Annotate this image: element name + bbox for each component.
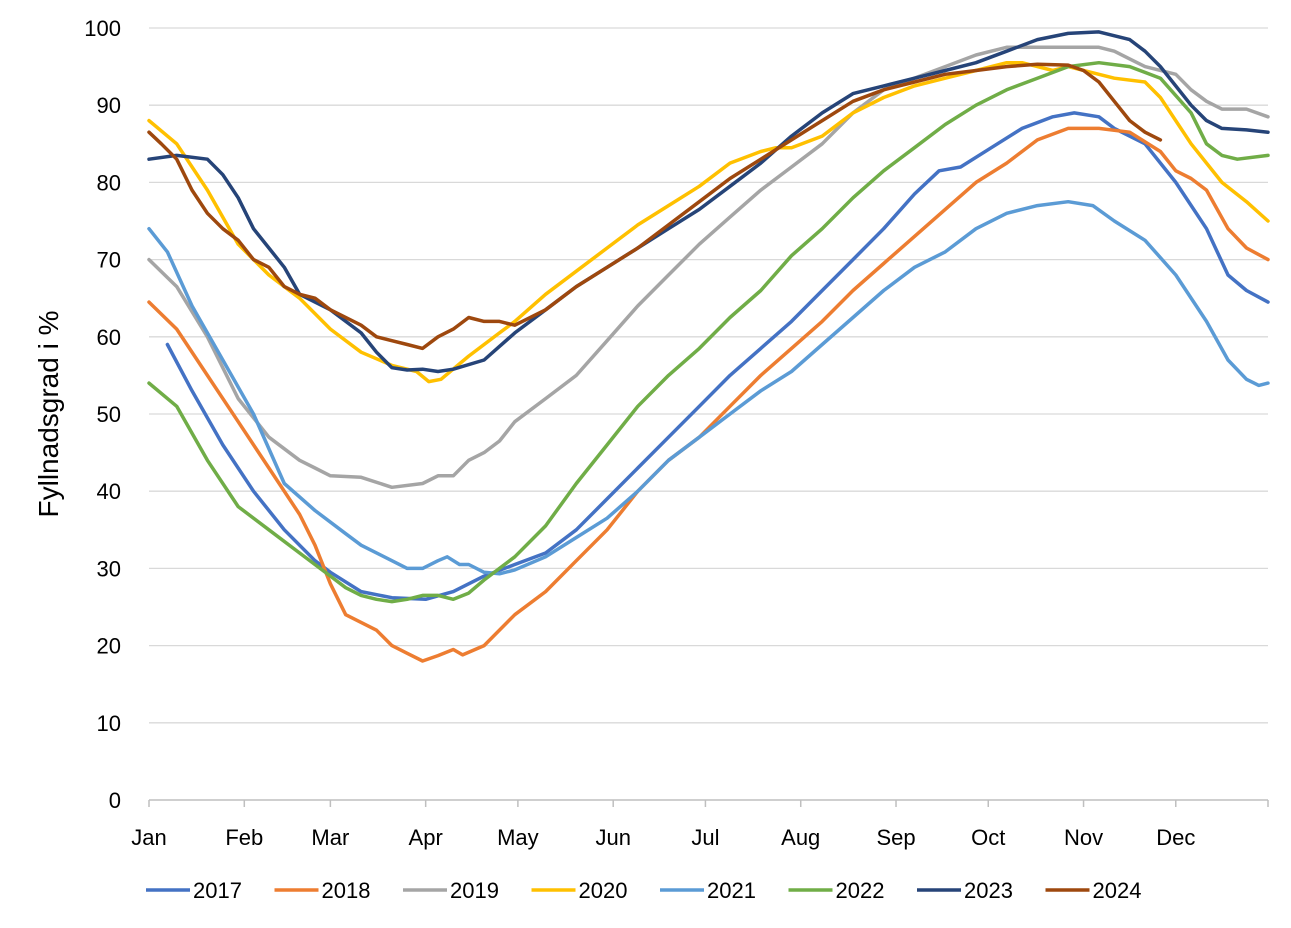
legend: 2017 2018 2019 2020 2021 2022 2023 2024 <box>146 878 1141 903</box>
y-tick-label: 10 <box>97 711 121 736</box>
y-tick-label: 0 <box>109 788 121 813</box>
series-lines <box>147 30 1270 663</box>
y-tick-label: 80 <box>97 170 121 195</box>
legend-label: 2019 <box>450 878 499 903</box>
x-tick-label: Jan <box>131 825 166 850</box>
x-tick-label: Dec <box>1156 825 1195 850</box>
series-line-2017 <box>165 111 1270 602</box>
legend-label: 2022 <box>836 878 885 903</box>
x-tick-label: May <box>497 825 539 850</box>
y-axis-title: Fyllnadsgrad i % <box>33 311 64 518</box>
legend-item-2017: 2017 <box>146 878 242 903</box>
y-tick-label: 30 <box>97 556 121 581</box>
x-tick-label: Oct <box>971 825 1005 850</box>
legend-label: 2017 <box>193 878 242 903</box>
x-tick-label: Jul <box>691 825 719 850</box>
series-line-2019 <box>147 45 1270 490</box>
x-tick-label: Apr <box>409 825 443 850</box>
series-line-2021 <box>147 199 1270 576</box>
legend-item-2021: 2021 <box>660 878 756 903</box>
x-tick-label: Mar <box>311 825 349 850</box>
legend-label: 2024 <box>1093 878 1142 903</box>
legend-label: 2020 <box>579 878 628 903</box>
y-tick-label: 40 <box>97 479 121 504</box>
x-tick-label: Sep <box>876 825 915 850</box>
y-tick-label: 60 <box>97 325 121 350</box>
x-tick-label: Nov <box>1064 825 1103 850</box>
legend-label: 2021 <box>707 878 756 903</box>
series-line-2020 <box>147 60 1270 384</box>
y-tick-label: 70 <box>97 248 121 273</box>
x-tick-label: Aug <box>781 825 820 850</box>
legend-item-2018: 2018 <box>274 878 371 903</box>
legend-label: 2023 <box>964 878 1013 903</box>
x-tick-label: Jun <box>595 825 630 850</box>
gridlines <box>149 27 1268 724</box>
legend-label: 2018 <box>322 878 371 903</box>
legend-item-2023: 2023 <box>917 878 1013 903</box>
x-tick-label: Feb <box>225 825 263 850</box>
y-tick-label: 50 <box>97 402 121 427</box>
y-tick-label: 90 <box>97 93 121 118</box>
legend-item-2022: 2022 <box>788 878 885 903</box>
series-line-2024 <box>147 62 1163 351</box>
y-tick-label: 100 <box>84 16 121 41</box>
legend-item-2024: 2024 <box>1045 878 1142 903</box>
y-tick-label: 20 <box>97 634 121 659</box>
legend-item-2020: 2020 <box>531 878 628 903</box>
series-line-2022 <box>147 60 1270 604</box>
axes: 0 10 20 30 40 50 60 70 80 90 100 Jan Feb Mar Apr May Jun… <box>84 16 1269 850</box>
legend-item-2019: 2019 <box>403 878 499 903</box>
